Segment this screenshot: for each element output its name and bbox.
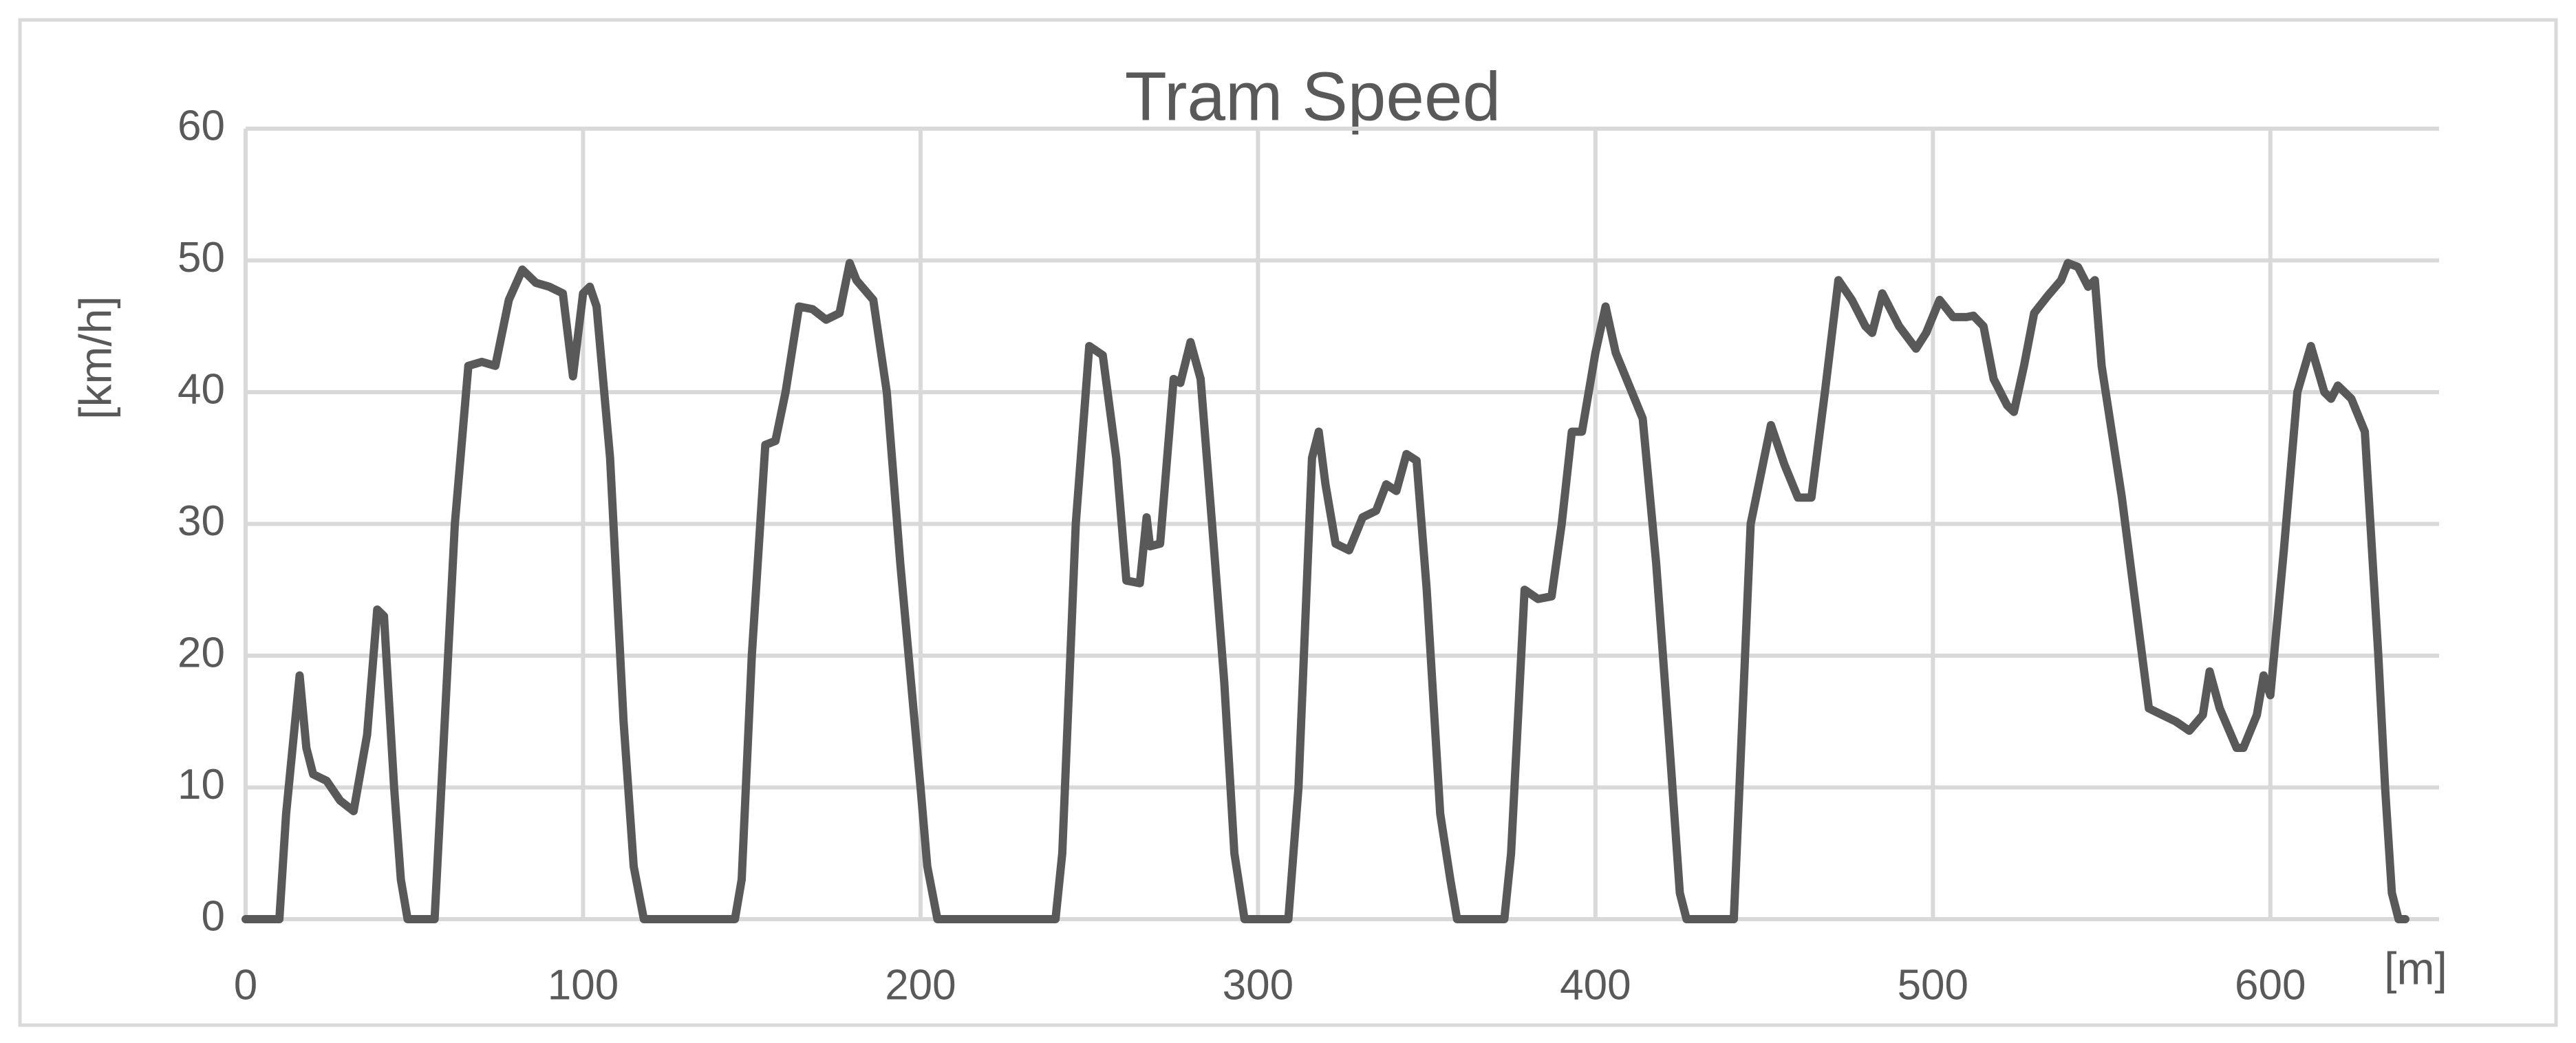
y-tick-label: 0 bbox=[202, 892, 225, 940]
x-tick-label: 100 bbox=[548, 961, 619, 1009]
y-tick-label: 60 bbox=[178, 102, 225, 149]
y-tick-label: 20 bbox=[178, 629, 225, 676]
y-tick-label: 30 bbox=[178, 497, 225, 545]
x-tick-label: 300 bbox=[1223, 961, 1294, 1009]
chart-title: Tram Speed bbox=[1125, 58, 1501, 135]
x-tick-label: 0 bbox=[234, 961, 257, 1009]
x-tick-label: 500 bbox=[1898, 961, 1968, 1009]
x-tick-label: 600 bbox=[2235, 961, 2306, 1009]
y-tick-label: 50 bbox=[178, 234, 225, 281]
data-line bbox=[242, 259, 2409, 923]
x-tick-label: 200 bbox=[885, 961, 956, 1009]
x-tick-label: 400 bbox=[1560, 961, 1631, 1009]
y-axis-label: [km/h] bbox=[69, 296, 120, 420]
y-tick-label: 40 bbox=[178, 365, 225, 413]
y-tick-label: 10 bbox=[178, 761, 225, 808]
x-axis-label: [m] bbox=[2384, 943, 2447, 993]
